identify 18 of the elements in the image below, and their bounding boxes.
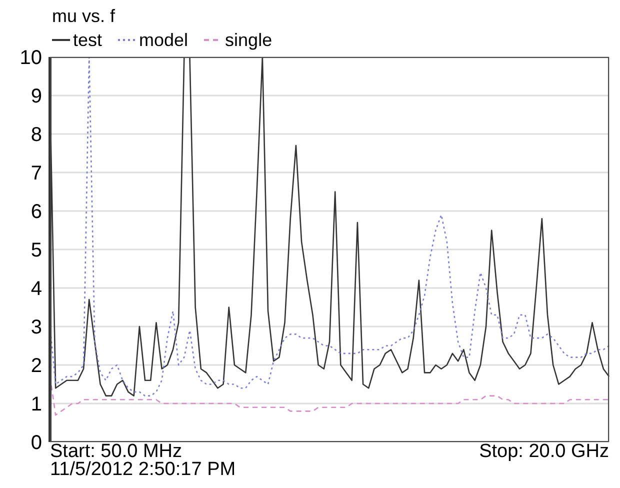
legend-label: model <box>139 30 188 50</box>
legend-label: test <box>73 30 102 50</box>
legend-label: single <box>225 30 272 50</box>
y-tick-label: 1 <box>30 394 42 416</box>
y-tick-label: 4 <box>30 278 42 300</box>
y-tick-label: 9 <box>30 86 42 108</box>
y-tick-label: 5 <box>30 240 42 262</box>
y-tick-label: 0 <box>30 432 42 454</box>
y-tick-label: 8 <box>30 124 42 146</box>
annotation: Stop: 20.0 GHz <box>479 441 609 463</box>
y-tick-label: 7 <box>30 162 42 185</box>
y-tick-label: 2 <box>30 355 42 378</box>
text: 11/5/2012 2:50:17 PM <box>50 459 236 481</box>
y-tick-label: 6 <box>30 201 42 224</box>
y-tick-label: 10 <box>20 47 42 70</box>
chart-title: mu vs. f <box>52 6 116 27</box>
annotation: Start: 50.0 MHz <box>50 441 182 462</box>
y-tick-label: 3 <box>30 316 42 339</box>
